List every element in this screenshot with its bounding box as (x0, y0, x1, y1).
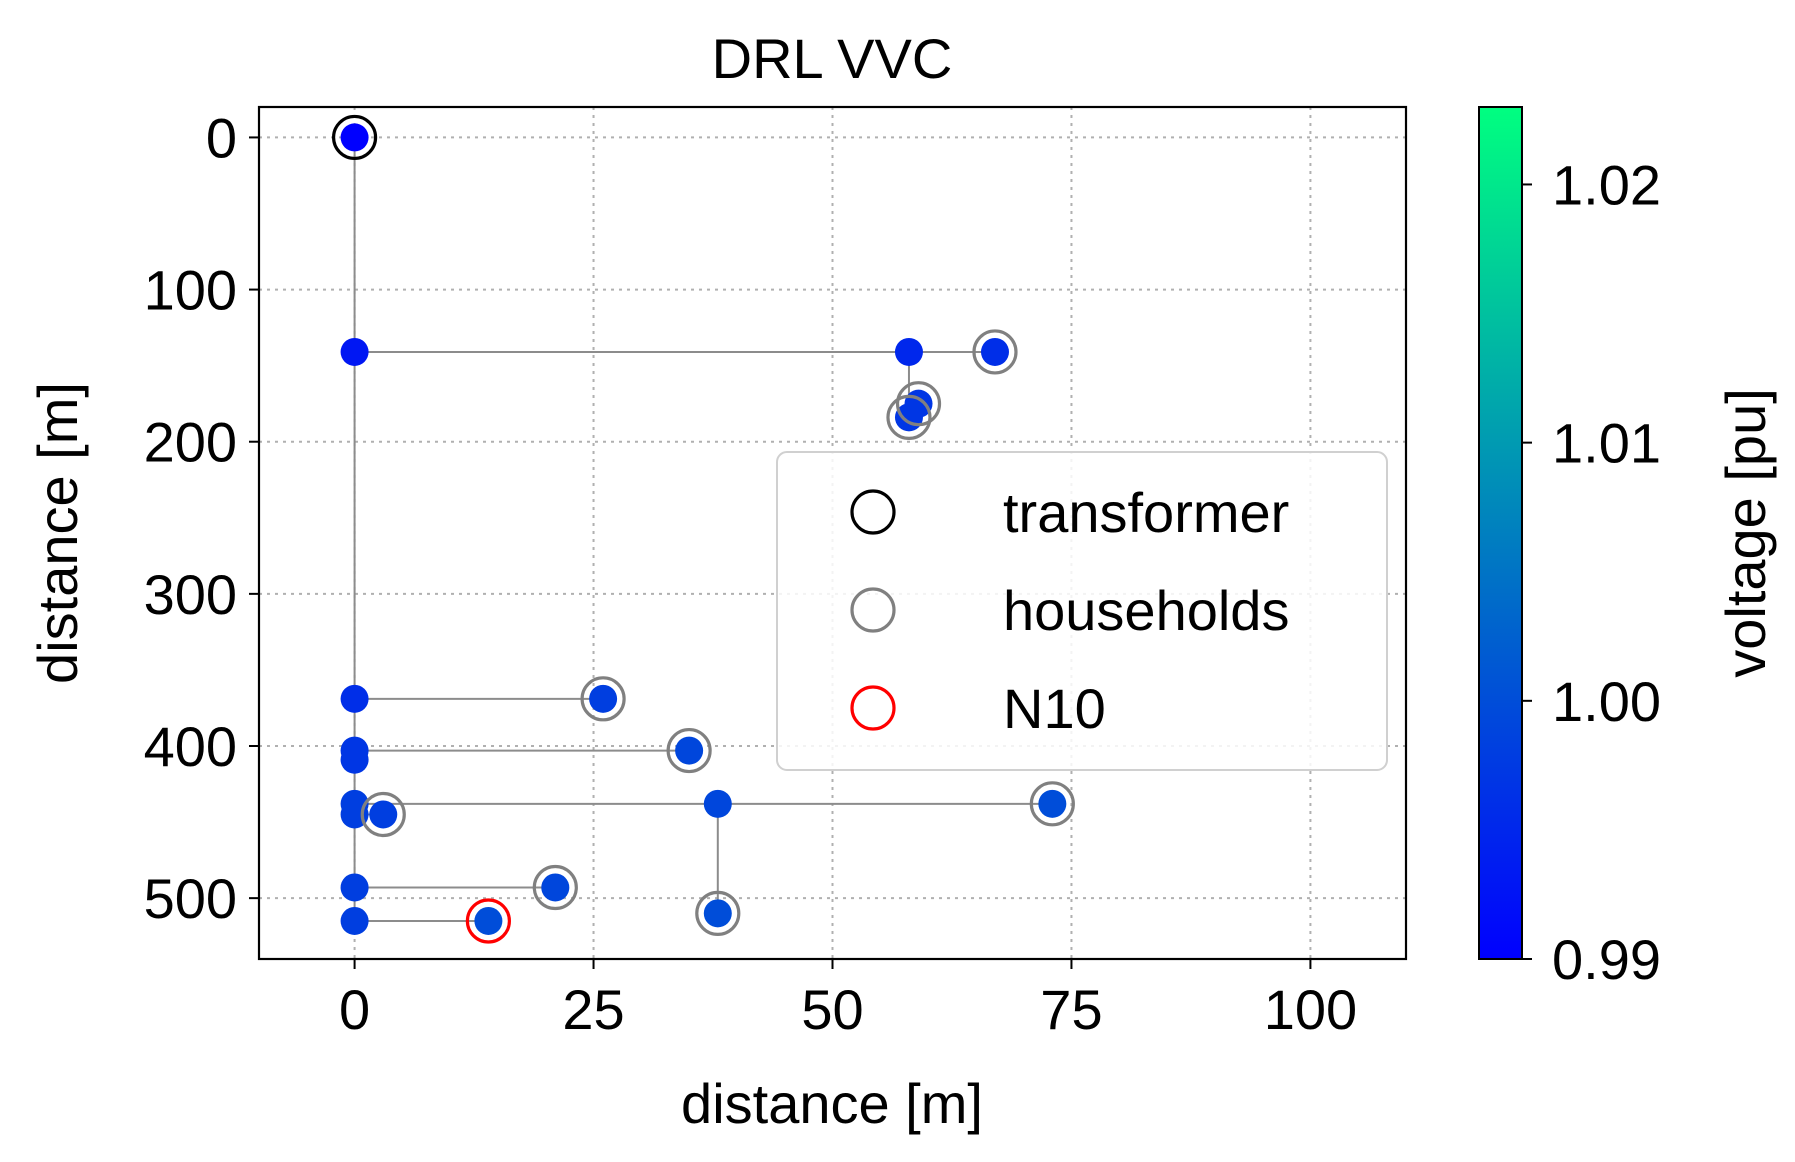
household-marker (666, 727, 712, 774)
x-tick-label: 50 (801, 978, 863, 1041)
voltage-node (894, 337, 923, 366)
voltage-node (340, 684, 369, 713)
voltage-nodes (340, 123, 1067, 935)
transformer-marker (331, 114, 378, 161)
y-axis-label: distance [m] (26, 382, 89, 684)
y-tick-label: 100 (144, 259, 237, 322)
colorbar-label: voltage [pu] (1714, 388, 1777, 678)
voltage-node (474, 906, 503, 935)
household-marker (532, 864, 578, 911)
y-tick-label: 400 (144, 715, 237, 778)
colorbar-tick-label: 1.01 (1552, 412, 1661, 475)
x-axis-ticks: 0 25 50 75 100 (339, 959, 1357, 1041)
colorbar-tick-label: 0.99 (1552, 928, 1661, 991)
voltage-node (340, 337, 369, 366)
voltage-node (1038, 789, 1067, 818)
y-tick-label: 300 (144, 563, 237, 626)
voltage-node (589, 684, 618, 713)
legend: transformer households N10 (776, 451, 1388, 771)
colorbar-tick-label: 1.02 (1552, 153, 1661, 216)
voltage-node (703, 789, 732, 818)
colorbar: 0.99 1.00 1.01 1.02 voltage [pu] (1478, 106, 1777, 991)
voltage-node (703, 899, 732, 928)
x-axis-label: distance [m] (681, 1072, 983, 1135)
node-markers (331, 114, 1075, 944)
voltage-node (541, 873, 570, 902)
voltage-node (369, 800, 398, 829)
legend-households-label: households (1003, 579, 1289, 642)
household-marker (886, 394, 932, 440)
voltage-node (340, 800, 369, 829)
household-marker (895, 381, 942, 427)
household-marker (1029, 781, 1075, 827)
household-marker (580, 676, 626, 722)
colorbar-gradient (1478, 106, 1523, 960)
legend-box (776, 451, 1388, 771)
legend-n10-label: N10 (1003, 677, 1106, 740)
x-tick-label: 75 (1040, 978, 1102, 1041)
voltage-node (340, 873, 369, 902)
chart-title: DRL VVC (712, 27, 953, 90)
colorbar-ticks: 0.99 1.00 1.01 1.02 (1522, 153, 1661, 991)
x-tick-label: 100 (1264, 978, 1357, 1041)
y-axis-ticks: 0 100 200 300 400 500 (144, 106, 259, 930)
household-marker (360, 791, 406, 838)
x-tick-label: 0 (339, 978, 370, 1041)
voltage-node (675, 736, 704, 765)
y-tick-label: 500 (144, 867, 237, 930)
colorbar-tick-label: 1.00 (1552, 670, 1661, 733)
n10-marker (465, 898, 511, 944)
voltage-node (340, 906, 369, 935)
y-tick-label: 0 (206, 106, 237, 169)
x-tick-label: 25 (562, 978, 624, 1041)
household-marker (695, 890, 741, 936)
legend-households-icon (850, 587, 896, 633)
voltage-node (980, 337, 1009, 366)
legend-transformer-label: transformer (1003, 481, 1289, 544)
legend-transformer-icon (850, 489, 896, 535)
voltage-node (340, 745, 369, 774)
voltage-node (340, 123, 369, 152)
legend-n10-icon (850, 685, 896, 731)
household-marker (972, 329, 1018, 375)
y-tick-label: 200 (144, 411, 237, 474)
